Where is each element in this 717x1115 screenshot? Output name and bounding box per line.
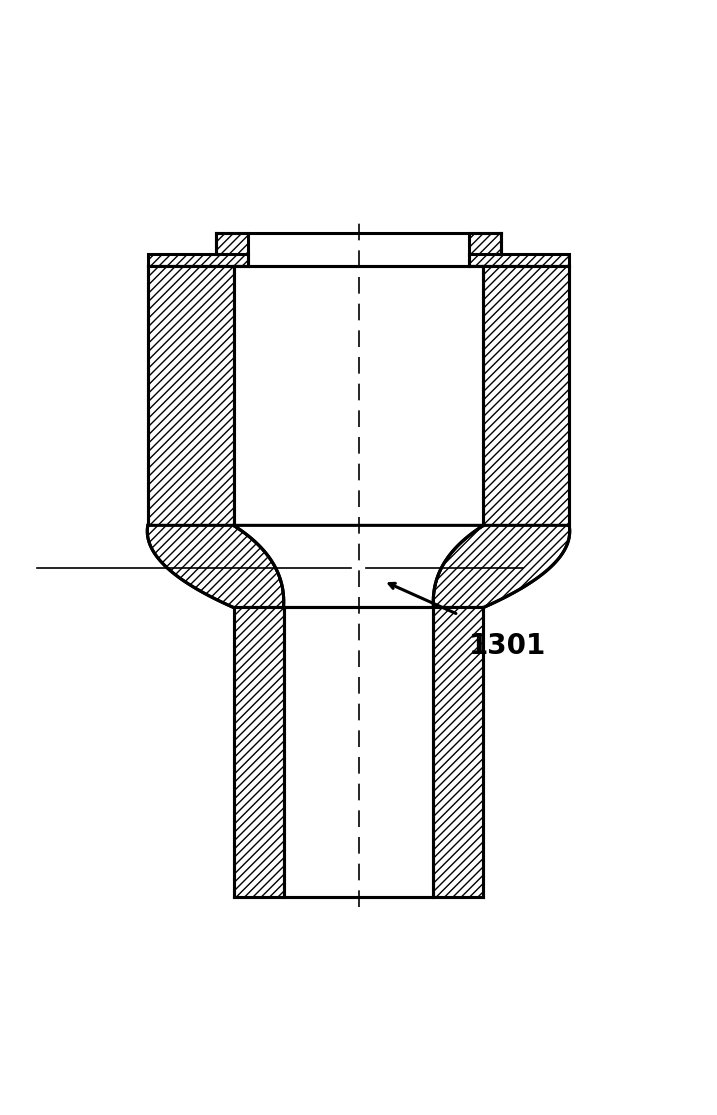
Polygon shape <box>433 525 570 608</box>
Polygon shape <box>148 233 248 266</box>
Polygon shape <box>283 608 434 896</box>
Polygon shape <box>434 608 483 896</box>
Polygon shape <box>148 266 234 525</box>
Polygon shape <box>469 233 569 266</box>
Polygon shape <box>234 266 483 525</box>
Polygon shape <box>234 525 483 608</box>
Polygon shape <box>147 525 284 608</box>
Text: 1301: 1301 <box>469 632 546 660</box>
Polygon shape <box>483 266 569 525</box>
Polygon shape <box>234 608 283 896</box>
